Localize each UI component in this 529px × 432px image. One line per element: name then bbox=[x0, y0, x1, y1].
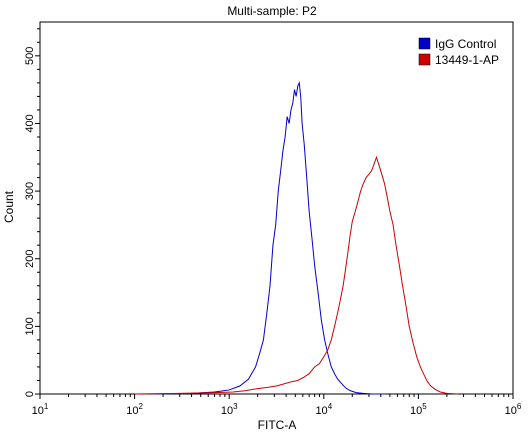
x-tick-base: 10 bbox=[410, 405, 422, 417]
x-tick-exponent: 3 bbox=[233, 402, 238, 411]
x-tick-exponent: 2 bbox=[138, 402, 143, 411]
y-tick-label: 200 bbox=[24, 250, 36, 268]
legend-swatch bbox=[418, 53, 431, 66]
x-tick-base: 10 bbox=[505, 405, 517, 417]
x-tick-label: 103 bbox=[221, 402, 238, 417]
x-tick-label: 106 bbox=[505, 402, 522, 417]
x-tick-base: 10 bbox=[32, 405, 44, 417]
y-tick-label: 400 bbox=[24, 114, 36, 132]
chart-title: Multi-sample: P2 bbox=[227, 4, 317, 18]
y-tick-label: 100 bbox=[24, 317, 36, 335]
y-tick-label: 500 bbox=[24, 47, 36, 65]
legend-swatch bbox=[418, 37, 431, 50]
x-tick-base: 10 bbox=[221, 405, 233, 417]
x-tick-base: 10 bbox=[315, 405, 327, 417]
x-tick-label: 102 bbox=[126, 402, 143, 417]
x-axis: 101 102 103 104 105 106 bbox=[32, 394, 522, 417]
legend-label: 13449-1-AP bbox=[435, 53, 499, 67]
x-tick-base: 10 bbox=[126, 405, 138, 417]
x-tick-label: 104 bbox=[315, 402, 332, 417]
x-tick-exponent: 1 bbox=[44, 402, 49, 411]
x-tick-exponent: 4 bbox=[328, 402, 333, 411]
series-line-1 bbox=[153, 80, 386, 395]
legend: IgG Control 13449-1-AP bbox=[418, 37, 499, 67]
x-tick-exponent: 5 bbox=[422, 402, 427, 411]
y-tick-label: 0 bbox=[24, 391, 36, 397]
x-axis-label: FITC-A bbox=[258, 418, 297, 432]
x-tick-exponent: 6 bbox=[517, 402, 522, 411]
series-layer bbox=[134, 80, 458, 395]
y-axis-label: Count bbox=[2, 190, 16, 223]
legend-label: IgG Control bbox=[435, 37, 496, 51]
plot-frame bbox=[39, 21, 514, 395]
x-tick-label: 105 bbox=[410, 402, 427, 417]
x-tick-label: 101 bbox=[32, 402, 49, 417]
y-axis: 0 100 200 300 400 500 bbox=[24, 28, 40, 397]
series-line-2 bbox=[134, 155, 458, 395]
y-tick-label: 300 bbox=[24, 182, 36, 200]
